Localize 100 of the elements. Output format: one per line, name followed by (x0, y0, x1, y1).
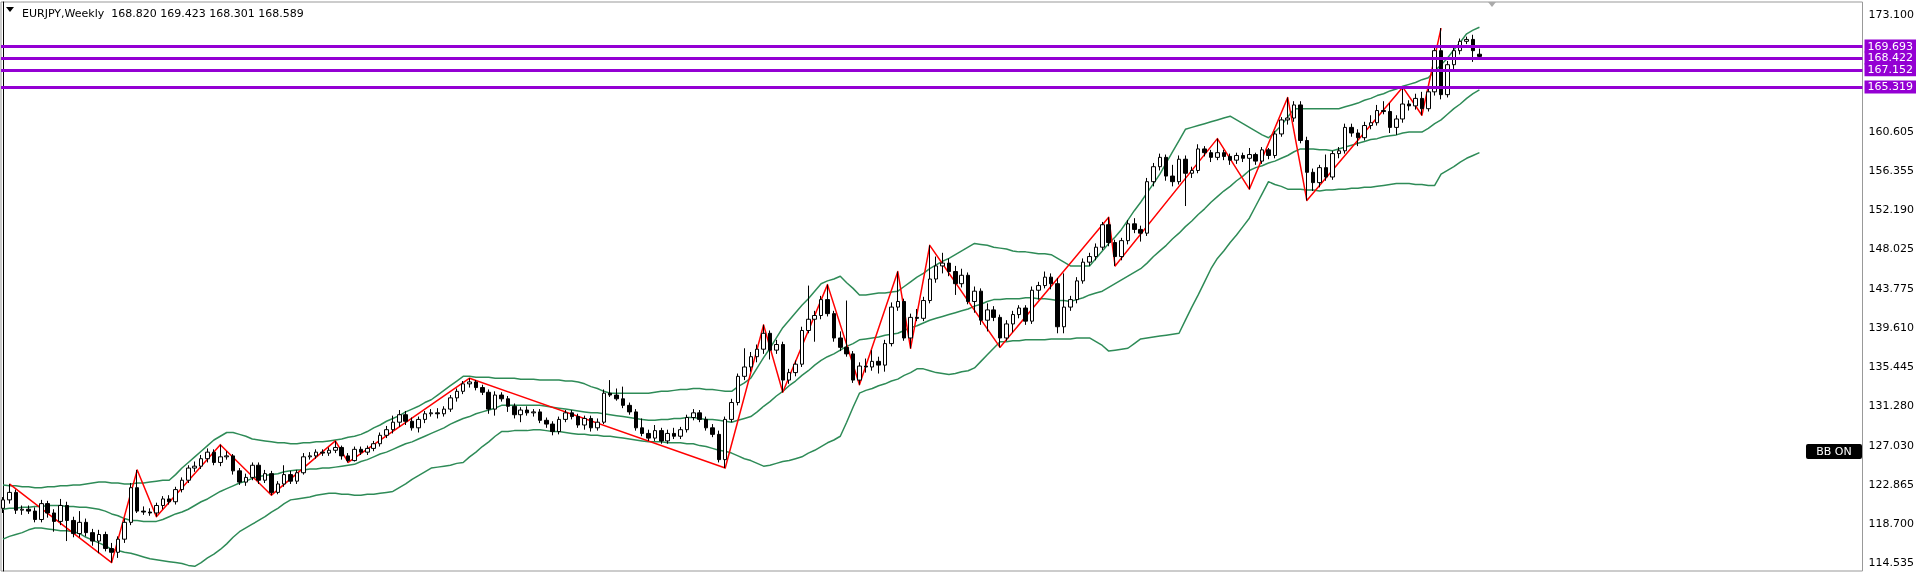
line-series (2, 89, 1481, 523)
candlestick (1094, 242, 1098, 261)
candlestick (1049, 272, 1053, 290)
candlestick (1375, 104, 1379, 127)
candlestick (774, 339, 779, 355)
candlestick (1062, 272, 1066, 334)
candlestick (557, 416, 561, 435)
candlestick (391, 415, 395, 434)
candlestick (1241, 152, 1245, 163)
candlestick (1011, 310, 1015, 333)
candlestick (889, 301, 894, 347)
candlestick (742, 347, 747, 381)
candlestick (576, 413, 580, 429)
candlestick (595, 417, 600, 432)
y-tick-label: 148.025 (1868, 242, 1915, 256)
candlestick (1043, 271, 1047, 289)
candlestick (608, 379, 612, 398)
candlestick (327, 446, 331, 457)
candlestick (685, 414, 689, 433)
candlestick (435, 407, 440, 419)
candlestick (135, 469, 139, 514)
candlestick (263, 469, 267, 484)
y-tick-label: 127.030 (1868, 438, 1915, 452)
candlestick (653, 424, 657, 442)
candlestick (646, 429, 651, 442)
candlestick (1222, 149, 1226, 161)
candlestick (455, 388, 459, 403)
line-series (2, 26, 1481, 489)
y-tick-label: 143.775 (1868, 282, 1915, 296)
text: BB ON (1806, 444, 1862, 459)
candlestick (761, 324, 766, 355)
candlestick (979, 287, 983, 326)
candlestick (461, 380, 465, 395)
candlestick (282, 464, 286, 488)
candlestick (736, 373, 740, 406)
candlestick (97, 529, 101, 554)
candlestick (423, 410, 427, 424)
candlestick (749, 351, 753, 373)
candlestick (359, 446, 363, 456)
candlestick (704, 416, 708, 432)
candlestick (65, 501, 69, 542)
candlestick (1234, 152, 1239, 165)
candlestick (531, 408, 536, 418)
candlestick (410, 417, 414, 432)
candlestick (1298, 100, 1303, 144)
candlestick (570, 409, 574, 420)
candlestick (717, 430, 721, 463)
candlestick (33, 506, 37, 523)
candlestick (851, 350, 855, 384)
candlestick (972, 286, 977, 314)
candlestick (966, 271, 970, 305)
candlestick (7, 483, 12, 505)
candlestick (416, 416, 421, 433)
candlestick (1087, 252, 1092, 267)
candlestick (1343, 123, 1347, 155)
candlestick (755, 344, 759, 363)
candlestick (634, 408, 638, 432)
candlestick (998, 314, 1002, 348)
candlestick (1177, 154, 1181, 185)
y-tick-label: 118.700 (1868, 516, 1915, 530)
candlestick (582, 415, 587, 431)
candlestick (1464, 36, 1469, 45)
candlestick (1388, 102, 1392, 134)
candlestick (148, 507, 152, 517)
candlestick (921, 296, 926, 322)
candlestick (1292, 100, 1296, 123)
candlestick (1158, 153, 1162, 171)
text: EURJPY,Weekly 168.820 169.423 168.301 168.589 (22, 7, 304, 20)
line-series (8, 27, 1442, 564)
ref-line-label: 169.693 (1867, 39, 1914, 53)
candlestick (1381, 100, 1386, 115)
candlestick (429, 408, 433, 418)
candlestick (269, 470, 274, 496)
candlestick (928, 244, 932, 304)
candlestick (525, 405, 529, 417)
candlestick (301, 452, 306, 476)
candlestick (1337, 146, 1341, 159)
candlestick (940, 252, 945, 274)
candlestick (52, 508, 56, 533)
candlestick (1356, 128, 1360, 147)
candlestick (474, 379, 478, 391)
candlestick (896, 271, 900, 312)
line-series (2, 151, 1481, 568)
candlestick (678, 426, 683, 440)
candlestick (1228, 153, 1232, 166)
candlestick (832, 310, 836, 343)
candlestick (589, 415, 593, 433)
candlestick (1330, 150, 1335, 181)
candlestick (116, 535, 120, 559)
candlestick (1081, 257, 1085, 285)
ref-line-label: 165.319 (1867, 80, 1914, 94)
candlestick (1170, 164, 1175, 187)
candlestick (58, 498, 63, 526)
candlestick (538, 408, 542, 424)
candlestick (1113, 239, 1117, 267)
candlestick (1420, 91, 1424, 116)
candlestick (1317, 164, 1322, 188)
ref-line-label: 168.422 (1867, 51, 1914, 65)
candlestick (934, 256, 938, 284)
candlestick (1075, 276, 1079, 304)
